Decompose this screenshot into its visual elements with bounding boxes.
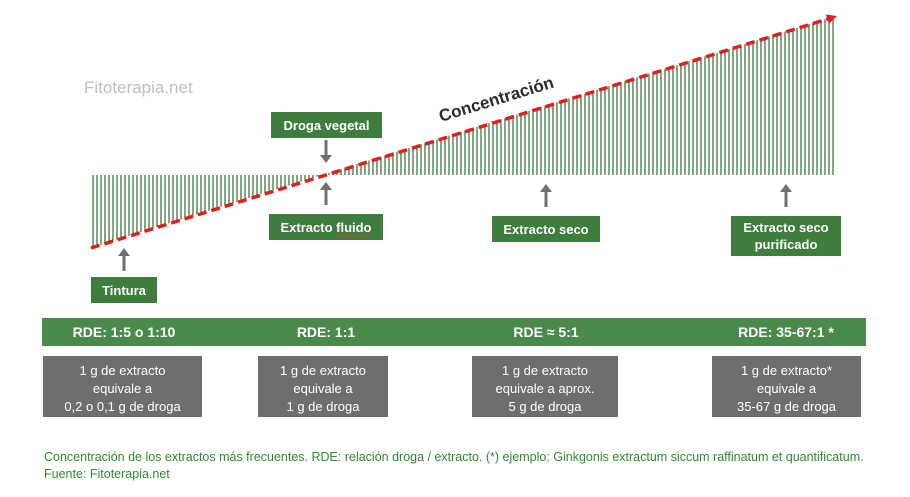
equivalence-box-fluido: 1 g de extracto equivale a 1 g de droga (258, 356, 388, 417)
rde-label-seco: RDE ≈ 5:1 (513, 324, 579, 340)
extracto-fluido-label: Extracto fluido (269, 214, 383, 240)
figure-caption: Concentración de los extractos más frecu… (44, 450, 864, 481)
arrow-up-tintura (118, 248, 130, 271)
watermark: Fitoterapia.net (84, 78, 193, 97)
rde-label-tintura: RDE: 1:5 o 1:10 (72, 324, 176, 340)
arrow-up-seco (540, 184, 552, 207)
arrow-down-droga (320, 140, 332, 163)
tintura-label: Tintura (91, 277, 157, 303)
equivalence-box-purificado: 1 g de extracto* equivale a 35-67 g de d… (712, 356, 861, 417)
rde-label-purificado: RDE: 35-67:1 * (738, 324, 834, 340)
rde-bar (42, 318, 866, 346)
arrow-up-purificado (780, 184, 792, 207)
arrow-up-fluido (320, 182, 332, 205)
droga-vegetal-label: Droga vegetal (271, 112, 382, 138)
concentration-arrow (90, 14, 837, 250)
extracto-seco-label: Extracto seco (492, 216, 600, 242)
concentration-diagram: Concentración (90, 14, 837, 271)
extracto-seco-purificado-label: Extracto seco purificado (731, 216, 841, 256)
rde-label-fluido: RDE: 1:1 (296, 324, 356, 340)
equivalence-box-tintura: 1 g de extracto equivale a 0,2 o 0,1 g d… (43, 356, 202, 417)
equivalence-box-seco: 1 g de extracto equivale a aprox. 5 g de… (472, 356, 618, 417)
